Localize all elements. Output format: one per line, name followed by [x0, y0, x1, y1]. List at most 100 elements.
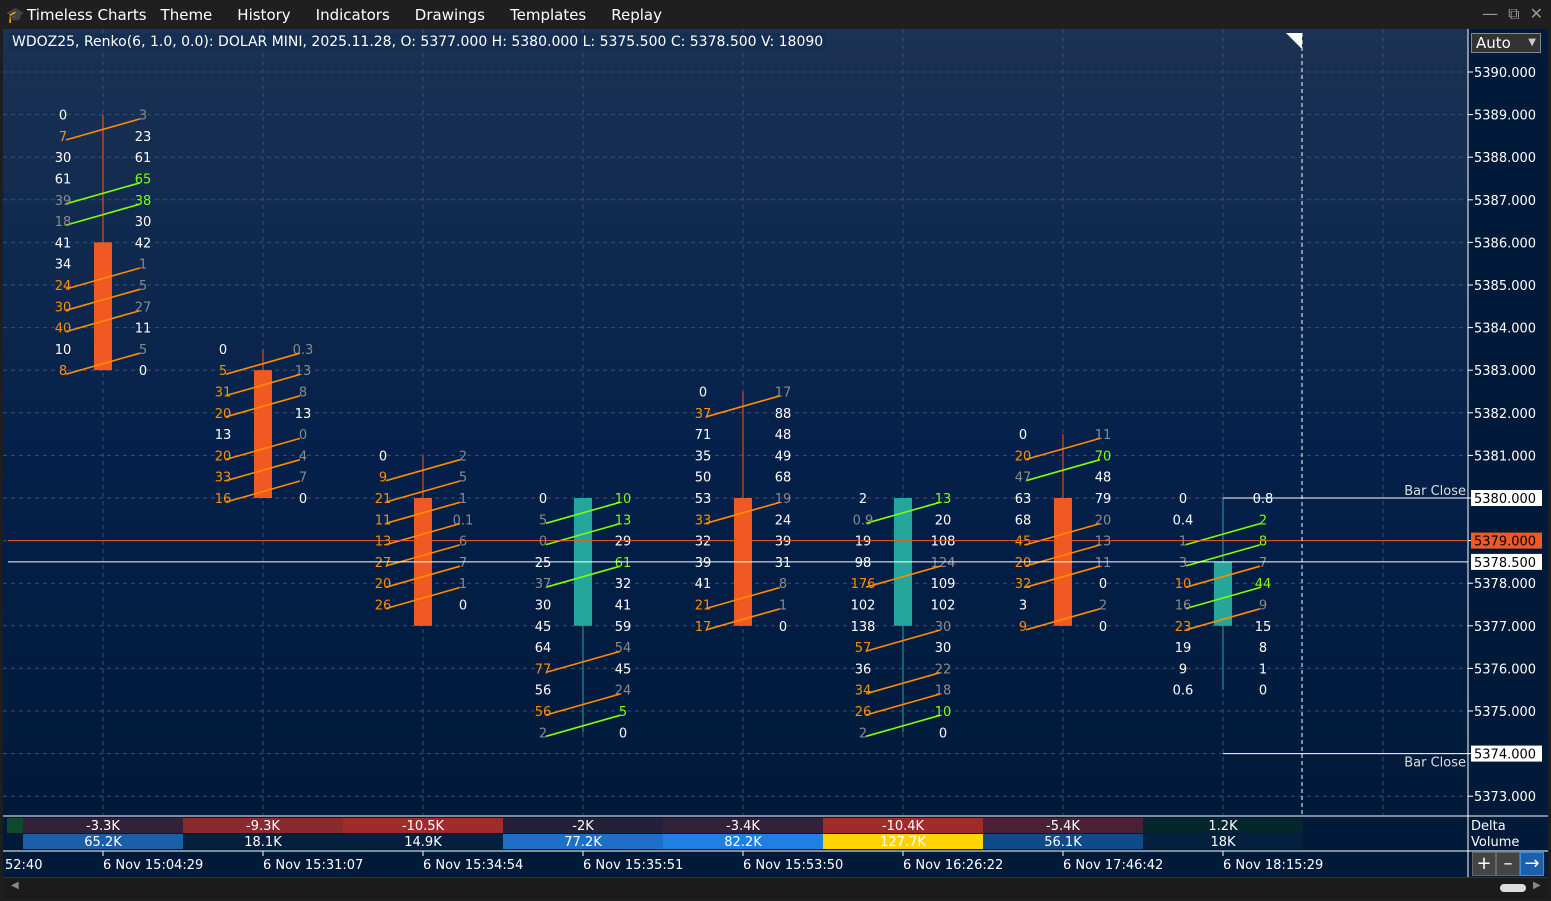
footprint-bar: 0 0.3 5 13 31 8 20 13 13 0 20 4 33 7 16 0	[215, 343, 314, 507]
imbalance-line	[225, 458, 301, 482]
ask-volume: 0	[1099, 577, 1107, 592]
ask-volume: 0	[1099, 620, 1107, 635]
ask-volume: 1	[139, 258, 147, 273]
ask-volume: 0.3	[293, 343, 314, 358]
scroll-left-icon[interactable]: ◀	[11, 880, 19, 891]
scroll-thumb[interactable]	[1500, 884, 1526, 892]
app-title: Timeless Charts	[27, 5, 147, 24]
bid-volume: 0.9	[853, 513, 874, 528]
price-marker-high: 5380.000	[1474, 492, 1536, 507]
volume-cell	[343, 834, 503, 849]
instrument-info: WDOZ25, Renko(6, 1.0, 0.0): DOLAR MINI, …	[8, 33, 828, 51]
ask-volume: 39	[775, 535, 792, 550]
volume-value: 65.2K	[84, 835, 122, 850]
bid-volume: 1	[1179, 535, 1187, 550]
restore-icon[interactable]: ⧉	[1508, 4, 1520, 23]
ask-volume: 24	[775, 513, 792, 528]
menu-indicators[interactable]: Indicators	[315, 5, 390, 24]
price-label: 5376.000	[1474, 662, 1536, 677]
ask-volume: 6	[459, 535, 467, 550]
delta-cell	[1143, 818, 1303, 833]
ask-volume: 8	[779, 577, 787, 592]
price-marker-high-bg	[1471, 490, 1542, 506]
footprint-bar: 0 3 7 23 30 61 61 65 39 38 18 30 41 42 34 1 24 5 30 27 40 11 1…	[55, 109, 152, 380]
delta-cell	[183, 818, 343, 833]
volume-value: 14.9K	[404, 835, 442, 850]
price-marker-last: 5379.000	[1474, 535, 1536, 550]
ask-volume: 54	[615, 641, 632, 656]
imbalance-line	[1185, 565, 1261, 588]
imbalance-line	[385, 501, 461, 525]
bid-volume: 10	[1175, 577, 1192, 592]
time-label: 6 Nov 17:46:42	[1063, 858, 1163, 873]
scroll-to-end-button[interactable]: →	[1520, 852, 1544, 876]
bid-volume: 41	[55, 236, 72, 251]
time-label: 6 Nov 15:35:51	[583, 858, 683, 873]
price-label: 5385.000	[1474, 279, 1536, 294]
ask-volume: 13	[615, 513, 632, 528]
ask-volume: 79	[1095, 492, 1112, 507]
bid-volume: 32	[1015, 577, 1032, 592]
bid-volume: 98	[855, 556, 872, 571]
menu-replay[interactable]: Replay	[611, 5, 662, 24]
ask-volume: 23	[135, 130, 152, 145]
bid-volume: 41	[695, 577, 712, 592]
bid-volume: 0.4	[1173, 513, 1194, 528]
menu-theme[interactable]: Theme	[160, 5, 213, 24]
menu-history[interactable]: History	[237, 5, 291, 24]
title-bar: 🎓 Timeless Charts Theme History Indicato…	[0, 0, 1551, 29]
ask-volume: 8	[299, 386, 307, 401]
scroll-right-icon[interactable]: ▶	[1533, 880, 1541, 891]
bid-volume: 13	[375, 535, 392, 550]
bid-volume: 176	[851, 577, 876, 592]
price-marker-low-bg	[1471, 745, 1542, 762]
delta-cell	[663, 818, 823, 833]
bid-volume: 30	[55, 151, 72, 166]
ask-volume: 38	[135, 194, 152, 209]
ask-volume: 29	[615, 535, 632, 550]
ask-volume: 41	[615, 599, 632, 614]
ask-volume: 124	[931, 556, 956, 571]
ask-volume: 65	[135, 173, 152, 188]
bid-volume: 19	[855, 535, 872, 550]
imbalance-line	[705, 395, 781, 418]
ask-volume: 5	[459, 471, 467, 486]
ask-volume: 5	[139, 343, 147, 358]
ask-volume: 7	[1259, 556, 1267, 571]
bid-volume: 138	[851, 620, 876, 635]
imbalance-line	[1025, 565, 1101, 588]
close-icon[interactable]: ✕	[1529, 4, 1543, 23]
zoom-out-button[interactable]: –	[1496, 852, 1520, 876]
ask-volume: 49	[775, 449, 792, 464]
horizontal-scrollbar[interactable]: ◀ ▶	[3, 877, 1548, 898]
price-label: 5375.000	[1474, 705, 1536, 720]
minimize-icon[interactable]: —	[1482, 4, 1499, 23]
imbalance-line	[225, 480, 301, 503]
imbalance-line	[545, 714, 621, 738]
ask-volume: 15	[1255, 620, 1272, 635]
ask-volume: 31	[775, 556, 792, 571]
zoom-in-button[interactable]: +	[1472, 852, 1496, 876]
ask-volume: 61	[615, 556, 632, 571]
candle-body	[254, 370, 272, 498]
imbalance-line	[225, 373, 301, 397]
bid-volume: 21	[375, 492, 392, 507]
bid-volume: 0	[59, 109, 67, 124]
imbalance-line	[1185, 586, 1261, 610]
footprint-chart[interactable]: 5390.000 5389.000 5388.000 5387.000 5386.000…	[0, 29, 1551, 877]
imbalance-line	[65, 309, 141, 333]
imbalance-line	[225, 352, 301, 375]
price-label: 5386.000	[1474, 236, 1536, 251]
bid-volume: 77	[535, 662, 552, 677]
imbalance-line	[385, 458, 461, 482]
bid-volume: 40	[55, 322, 72, 337]
bid-volume: 35	[695, 449, 712, 464]
ask-volume: 70	[1095, 449, 1112, 464]
price-label: 5383.000	[1474, 364, 1536, 379]
time-label: 6 Nov 16:26:22	[903, 858, 1003, 873]
ask-volume: 0	[619, 726, 627, 741]
menu-templates[interactable]: Templates	[509, 5, 587, 24]
scale-mode-dropdown[interactable]: Auto ▼	[1471, 33, 1541, 53]
imbalance-line	[65, 352, 141, 375]
menu-drawings[interactable]: Drawings	[414, 5, 485, 24]
